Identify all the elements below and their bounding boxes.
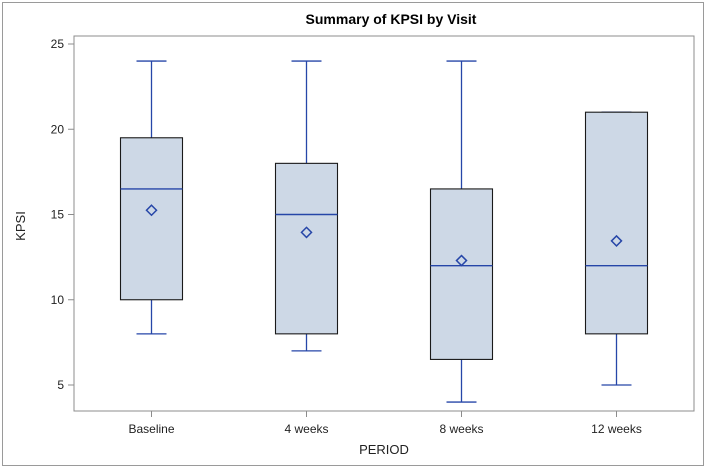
mean-marker [145,204,158,217]
y-tick-label: 15 [51,208,65,222]
x-axis-label: PERIOD [359,442,409,457]
x-tick-label: 4 weeks [284,422,328,436]
box-series [119,60,649,403]
interquartile-box [119,137,184,301]
box-12-weeks [584,111,649,386]
x-tick-label: Baseline [128,422,174,436]
box-baseline [119,60,184,335]
interquartile-box [274,162,339,335]
y-tick-label: 25 [51,37,65,51]
y-axis: 5 10 15 20 25 [51,37,74,392]
chart-title: Summary of KPSI by Visit [306,11,477,27]
x-tick-label: 12 weeks [591,422,642,436]
box-8-weeks [429,60,494,403]
y-tick-label: 20 [51,122,65,136]
mean-marker [455,254,468,267]
x-tick-label: 8 weeks [439,422,483,436]
x-axis: Baseline 4 weeks 8 weeks 12 weeks [128,411,642,436]
interquartile-box [429,188,494,360]
mean-marker [300,226,313,239]
y-axis-label: KPSI [13,211,28,241]
box-4-weeks [274,60,339,352]
mean-marker [610,234,623,247]
interquartile-box [584,111,649,335]
y-tick-label: 10 [51,293,65,307]
y-tick-label: 5 [57,378,64,392]
